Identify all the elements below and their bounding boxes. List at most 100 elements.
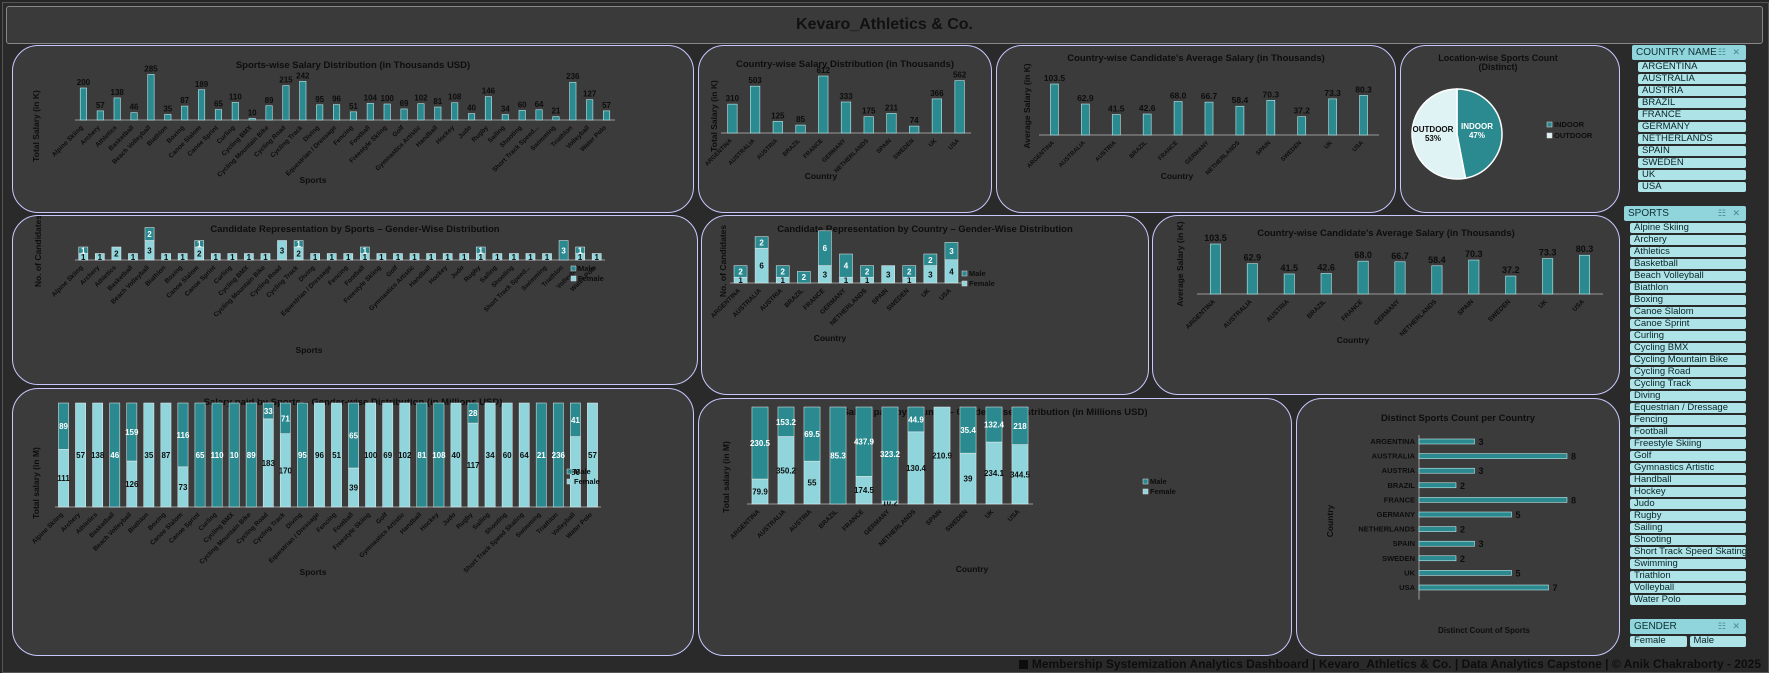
- sports-slicer-item[interactable]: Handball: [1630, 474, 1746, 485]
- panel-country-avg-salary-top[interactable]: Country-wise Candidate's Average Salary …: [996, 45, 1396, 213]
- sports-slicer-item[interactable]: Sailing: [1630, 522, 1746, 533]
- legend-indoor: INDOOR: [1554, 120, 1585, 129]
- sports-slicer-item[interactable]: Rugby: [1630, 510, 1746, 521]
- sports-slicer-item[interactable]: Biathlon: [1630, 282, 1746, 293]
- sports-slicer-item[interactable]: Boxing: [1630, 294, 1746, 305]
- sports-slicer-item[interactable]: Beach Volleyball: [1630, 270, 1746, 281]
- bar: [434, 106, 442, 121]
- legend-swatch-male: [961, 270, 968, 277]
- panel-country-salary[interactable]: Country-wise Salary Distribution (in Tho…: [698, 45, 992, 213]
- data-label: 130.4: [906, 464, 927, 473]
- country-slicer[interactable]: COUNTRY NAME ☷ ✕ ARGENTINA AUSTRALIA AUSTRI…: [1632, 45, 1746, 192]
- country-slicer-item[interactable]: GERMANY: [1638, 121, 1746, 132]
- legend-outdoor: OUTDOOR: [1554, 131, 1593, 140]
- sports-slicer-item[interactable]: Diving: [1630, 390, 1746, 401]
- panel-location-pie[interactable]: Location-wise Sports Count (Distinct) INDO…: [1400, 45, 1620, 213]
- y-axis-label: Total salary (in M): [31, 447, 41, 519]
- sports-slicer-item[interactable]: Shooting: [1630, 534, 1746, 545]
- sports-slicer-item[interactable]: Water Polo: [1630, 594, 1746, 605]
- sports-slicer-item[interactable]: Short Track Speed Skating: [1630, 546, 1746, 557]
- filter-icons[interactable]: ☷ ✕: [1717, 621, 1742, 631]
- panel-sports-candidates[interactable]: Candidate Representation by Sports – Gen…: [12, 215, 698, 385]
- sports-slicer-item[interactable]: Hockey: [1630, 486, 1746, 497]
- filter-icons[interactable]: ☷ ✕: [1717, 47, 1742, 57]
- sports-slicer-item[interactable]: Cycling Mountain Bike: [1630, 354, 1746, 365]
- country-slicer-item[interactable]: BRAZIL: [1638, 97, 1746, 108]
- bar-female: [484, 402, 496, 508]
- sports-slicer-item[interactable]: Curling: [1630, 330, 1746, 341]
- bar-female: [933, 406, 951, 505]
- sports-slicer-item[interactable]: Equestrian / Dressage: [1630, 402, 1746, 413]
- panel-country-salary-gender[interactable]: Salary paid by Country – Gender-wise Dis…: [698, 398, 1292, 656]
- bar-female: [442, 253, 453, 261]
- sports-slicer-item[interactable]: Cycling Track: [1630, 378, 1746, 389]
- bar-male: [923, 253, 938, 266]
- x-axis-label: Sports: [300, 175, 327, 185]
- bar-male: [777, 406, 795, 437]
- y-axis-label: Total salary (in M): [721, 441, 731, 513]
- data-label: 64: [535, 100, 544, 109]
- filter-icons[interactable]: ☷ ✕: [1717, 208, 1742, 218]
- bar-male: [959, 406, 977, 454]
- country-slicer-item[interactable]: FRANCE: [1638, 109, 1746, 120]
- panel-sports-salary[interactable]: Sports-wise Salary Distribution (in Thou…: [12, 45, 694, 213]
- country-slicer-item[interactable]: AUSTRALIA: [1638, 73, 1746, 84]
- panel-country-candidates[interactable]: Candidate Representation by Country – Ge…: [701, 215, 1149, 395]
- tick-label: SWEDEN: [1487, 298, 1512, 323]
- sports-slicer-item[interactable]: Canoe Slalom: [1630, 306, 1746, 317]
- sports-slicer-item[interactable]: Golf: [1630, 450, 1746, 461]
- tick-label: FRANCE: [1340, 298, 1365, 323]
- country-slicer-item[interactable]: SPAIN: [1638, 145, 1746, 156]
- country-slicer-item[interactable]: USA: [1638, 181, 1746, 192]
- sports-slicer[interactable]: SPORTS ☷ ✕ Alpine Skiing Archery Athletics B…: [1624, 206, 1746, 605]
- sports-slicer-item[interactable]: Volleyball: [1630, 582, 1746, 593]
- gender-slicer[interactable]: GENDER ☷ ✕ Female Male: [1630, 619, 1746, 647]
- tick-label: FRANCE: [1158, 140, 1180, 162]
- data-label: 215: [279, 76, 293, 85]
- bar: [1418, 526, 1457, 532]
- data-label: 126: [125, 480, 139, 489]
- dashboard-title: Kevaro_Athletics & Co.: [6, 6, 1763, 44]
- sports-slicer-item[interactable]: Fencing: [1630, 414, 1746, 425]
- sports-slicer-item[interactable]: Swimming: [1630, 558, 1746, 569]
- country-slicer-item[interactable]: SWEDEN: [1638, 157, 1746, 168]
- data-label: 65: [349, 432, 358, 441]
- y-axis-label: No. of Candidates: [718, 225, 728, 298]
- country-slicer-item[interactable]: AUSTRIA: [1638, 85, 1746, 96]
- country-slicer-item[interactable]: NETHERLANDS: [1638, 133, 1746, 144]
- sports-slicer-item[interactable]: Athletics: [1630, 246, 1746, 257]
- data-label: 1: [296, 240, 301, 249]
- country-slicer-item[interactable]: UK: [1638, 169, 1746, 180]
- logo-icon: [1018, 660, 1028, 669]
- sports-slicer-item[interactable]: Judo: [1630, 498, 1746, 509]
- sports-slicer-item[interactable]: Cycling BMX: [1630, 342, 1746, 353]
- data-label: 95: [315, 95, 324, 104]
- data-label: 10.2: [882, 499, 898, 508]
- sports-slicer-item[interactable]: Triathlon: [1630, 570, 1746, 581]
- sports-slicer-item[interactable]: Cycling Road: [1630, 366, 1746, 377]
- data-label: 2: [1460, 481, 1465, 491]
- panel-distinct-sports[interactable]: Distinct Sports Count per Country ARGENTI…: [1296, 398, 1620, 656]
- sports-slicer-item[interactable]: Alpine Skiing: [1630, 222, 1746, 233]
- y-axis-label: Average Salary (in K): [1022, 63, 1032, 148]
- bar-male: [144, 227, 155, 241]
- bar-male: [535, 402, 547, 508]
- sports-slicer-item[interactable]: Canoe Sprint: [1630, 318, 1746, 329]
- sports-slicer-item[interactable]: Basketball: [1630, 258, 1746, 269]
- bar: [333, 104, 341, 121]
- bar: [772, 121, 783, 134]
- gender-slicer-item[interactable]: Male: [1689, 636, 1746, 647]
- data-label: 35: [144, 451, 153, 460]
- panel-sports-salary-gender[interactable]: Salary paid by Sports – Gender-wise Dist…: [12, 388, 694, 656]
- country-slicer-item[interactable]: ARGENTINA: [1638, 61, 1746, 72]
- sports-slicer-item[interactable]: Archery: [1630, 234, 1746, 245]
- sports-slicer-item[interactable]: Gymnastics Artistic: [1630, 462, 1746, 473]
- gender-slicer-item[interactable]: Female: [1630, 636, 1687, 647]
- bar-male: [860, 265, 874, 278]
- sports-slicer-item[interactable]: Football: [1630, 426, 1746, 437]
- legend-swatch-female: [1142, 488, 1149, 495]
- data-label: 35.4: [960, 426, 976, 435]
- bar-female: [210, 253, 221, 261]
- sports-slicer-item[interactable]: Freestyle Skiing: [1630, 438, 1746, 449]
- panel-country-avg-salary-bottom[interactable]: Country-wise Candidate's Average Salary …: [1152, 215, 1620, 395]
